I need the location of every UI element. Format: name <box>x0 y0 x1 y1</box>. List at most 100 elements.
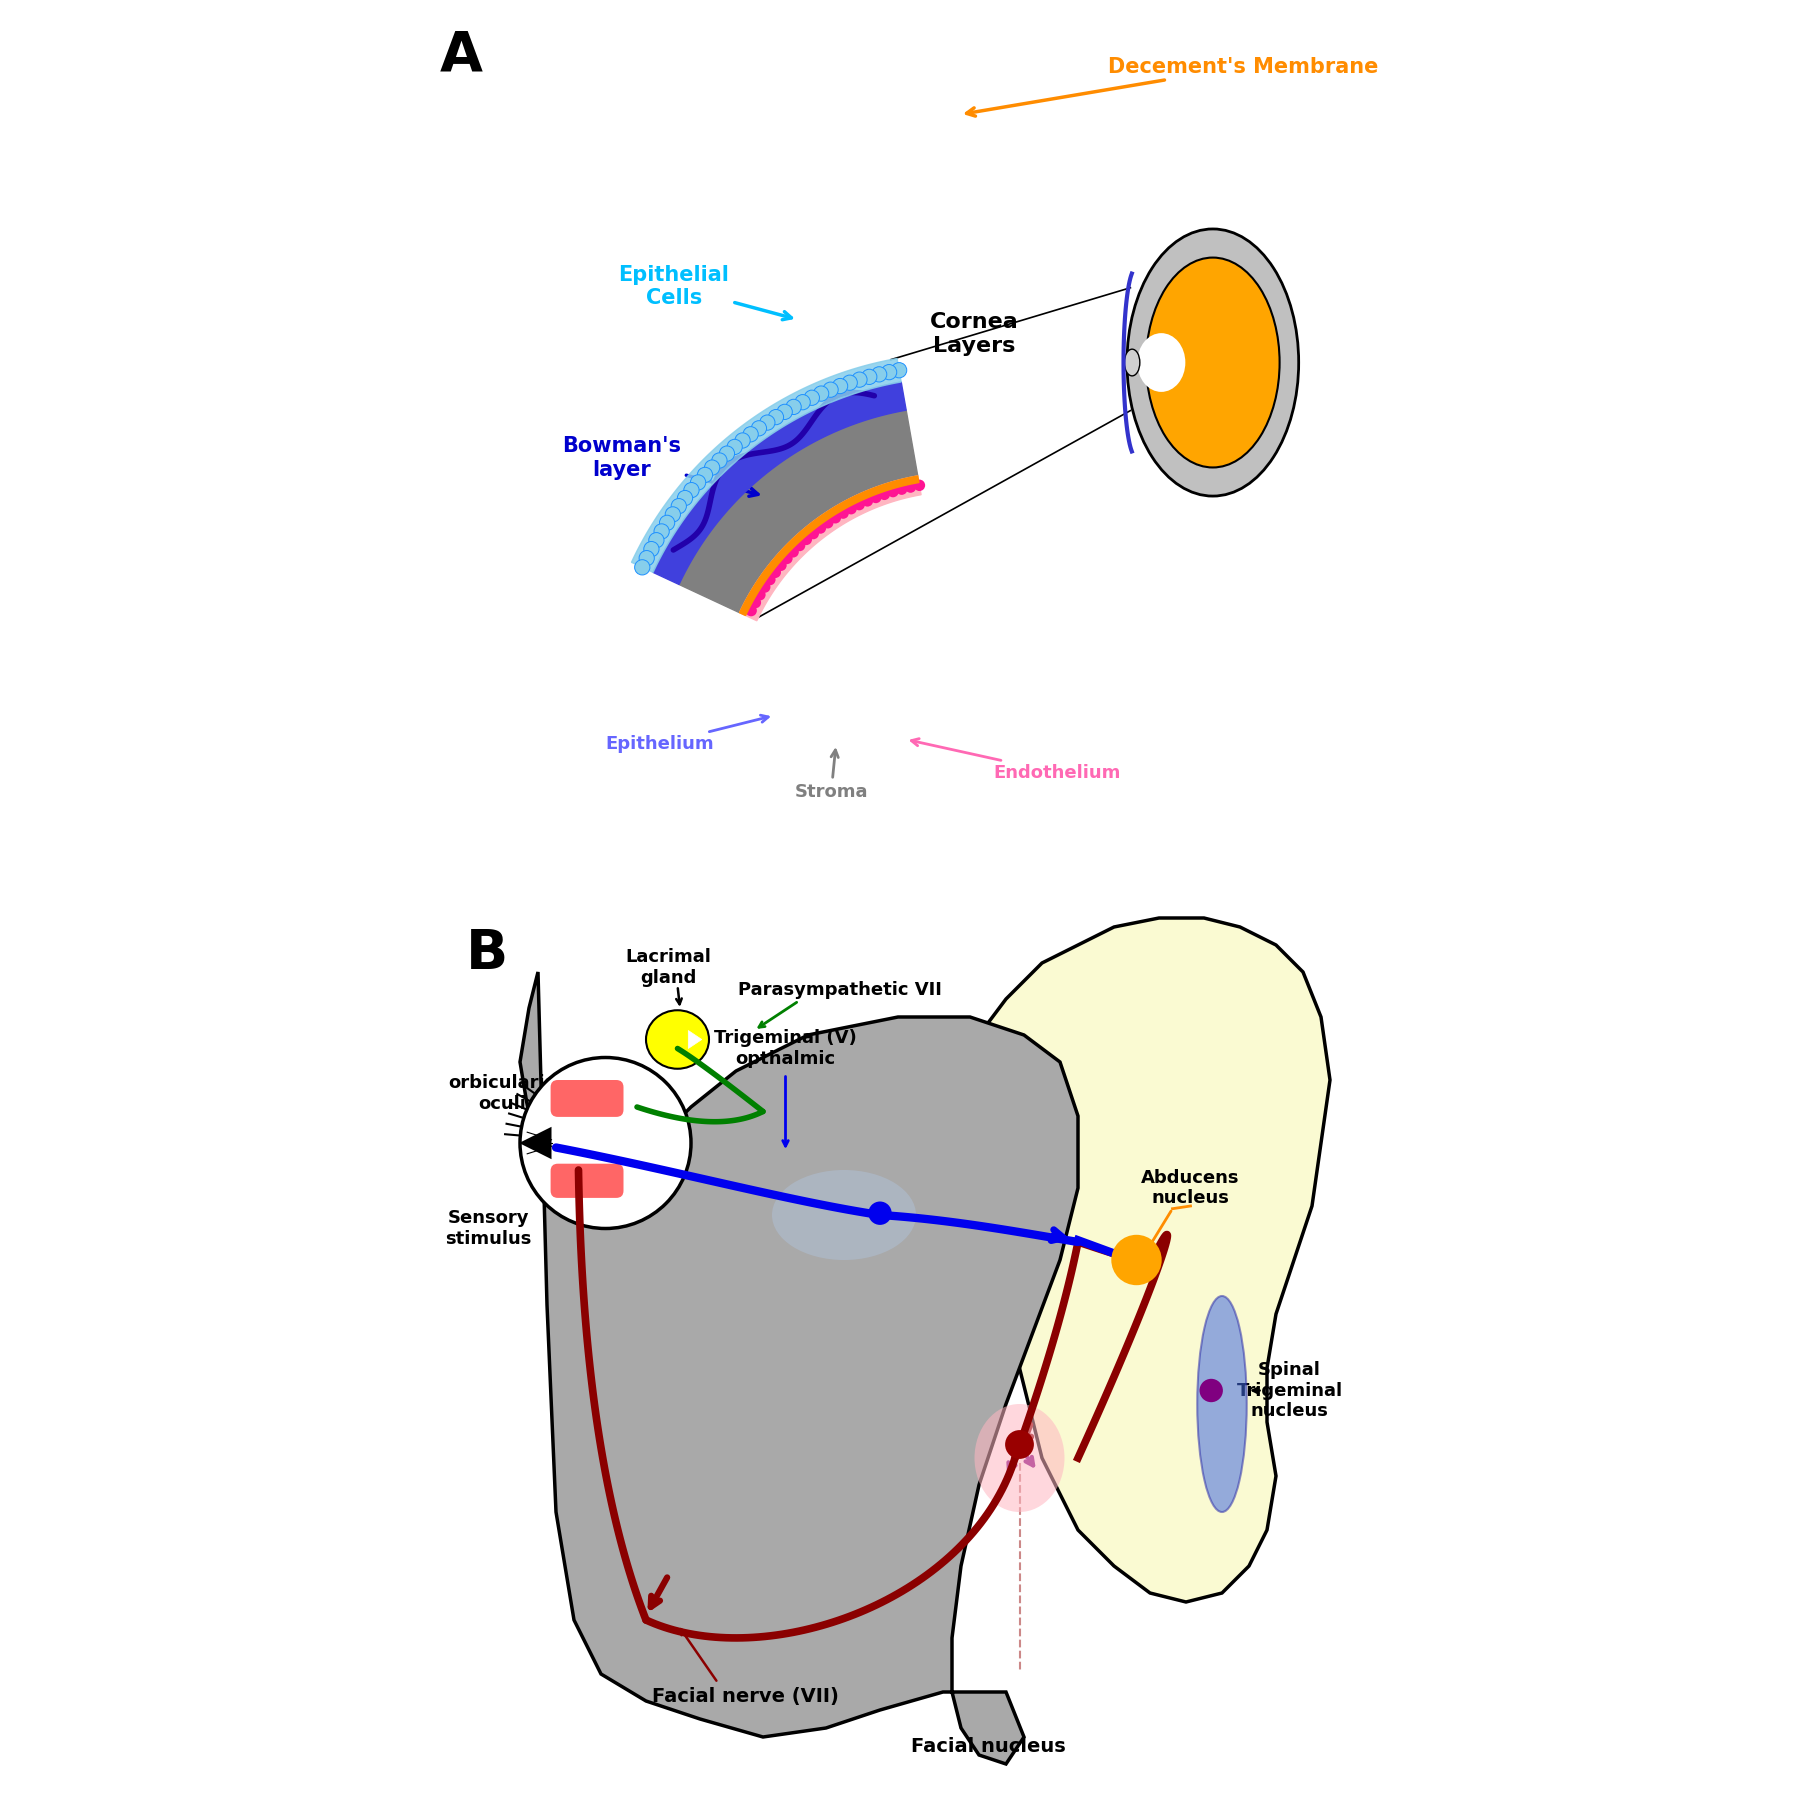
Circle shape <box>659 515 675 531</box>
Text: Endothelium: Endothelium <box>911 738 1121 781</box>
Ellipse shape <box>1146 257 1279 468</box>
Circle shape <box>639 551 654 565</box>
Circle shape <box>778 405 792 419</box>
Circle shape <box>665 508 681 522</box>
FancyBboxPatch shape <box>551 1080 623 1116</box>
Text: Facial nerve (VII): Facial nerve (VII) <box>652 1687 839 1706</box>
Circle shape <box>796 394 810 410</box>
Circle shape <box>749 598 762 608</box>
Circle shape <box>754 589 765 601</box>
Circle shape <box>851 373 867 387</box>
Circle shape <box>815 522 826 535</box>
Circle shape <box>672 499 686 513</box>
Circle shape <box>776 560 787 571</box>
Circle shape <box>751 421 767 436</box>
Circle shape <box>677 490 693 506</box>
Circle shape <box>878 488 891 500</box>
Circle shape <box>643 542 659 556</box>
Ellipse shape <box>1124 349 1140 376</box>
Text: Lacrimal
gland: Lacrimal gland <box>625 949 711 986</box>
Circle shape <box>769 409 783 425</box>
Text: Trigeminal (V)
opthalmic: Trigeminal (V) opthalmic <box>715 1030 857 1067</box>
Circle shape <box>867 1202 891 1224</box>
Circle shape <box>787 400 801 414</box>
Circle shape <box>697 468 713 482</box>
Ellipse shape <box>647 1010 709 1069</box>
Circle shape <box>871 367 887 382</box>
Text: Abducens
nucleus: Abducens nucleus <box>1140 1168 1239 1208</box>
Polygon shape <box>519 1127 551 1159</box>
Text: Parasympathetic VII: Parasympathetic VII <box>738 981 941 999</box>
Text: Cornea
Layers: Cornea Layers <box>930 313 1018 356</box>
Circle shape <box>720 446 735 461</box>
Circle shape <box>744 427 758 443</box>
Polygon shape <box>521 972 1078 1764</box>
Circle shape <box>1200 1379 1223 1402</box>
Circle shape <box>711 454 727 468</box>
Circle shape <box>735 432 751 448</box>
Text: B: B <box>465 927 508 981</box>
Circle shape <box>862 495 873 506</box>
Text: Spinal
Trigeminal
nucleus: Spinal Trigeminal nucleus <box>1236 1361 1343 1420</box>
FancyBboxPatch shape <box>551 1163 623 1199</box>
Circle shape <box>846 502 857 515</box>
Circle shape <box>896 484 907 495</box>
Circle shape <box>862 369 876 385</box>
Text: Stroma: Stroma <box>794 751 867 801</box>
Circle shape <box>684 482 699 499</box>
Text: orbicularis
oculi: orbicularis oculi <box>449 1075 555 1112</box>
Circle shape <box>805 391 819 405</box>
Circle shape <box>837 508 850 518</box>
Circle shape <box>769 567 781 578</box>
Ellipse shape <box>1137 333 1185 392</box>
Circle shape <box>648 533 665 547</box>
Polygon shape <box>979 918 1331 1602</box>
Circle shape <box>891 362 907 378</box>
Text: A: A <box>440 29 483 83</box>
Circle shape <box>760 416 776 430</box>
Circle shape <box>823 517 833 529</box>
Circle shape <box>521 1058 691 1228</box>
Text: Decement's Membrane: Decement's Membrane <box>966 58 1378 115</box>
Circle shape <box>654 524 670 538</box>
Circle shape <box>634 560 650 574</box>
Circle shape <box>833 378 848 394</box>
Polygon shape <box>740 475 921 621</box>
Circle shape <box>787 545 799 558</box>
Polygon shape <box>679 410 918 612</box>
Circle shape <box>882 365 896 380</box>
Ellipse shape <box>1126 229 1299 497</box>
Circle shape <box>814 385 828 401</box>
Text: Epithelial
Cells: Epithelial Cells <box>618 265 792 320</box>
Circle shape <box>1112 1235 1162 1285</box>
Circle shape <box>781 553 792 563</box>
Text: Facial nucleus: Facial nucleus <box>911 1737 1065 1755</box>
Ellipse shape <box>772 1170 916 1260</box>
Text: Sensory
stimulus: Sensory stimulus <box>445 1210 532 1247</box>
Circle shape <box>887 486 898 497</box>
Polygon shape <box>632 358 902 572</box>
Circle shape <box>727 439 742 455</box>
Circle shape <box>801 533 812 545</box>
Circle shape <box>823 382 839 398</box>
Circle shape <box>905 481 916 493</box>
Circle shape <box>704 461 720 475</box>
Text: Bowman's
layer: Bowman's layer <box>562 436 758 497</box>
Text: Epithelium: Epithelium <box>605 715 769 752</box>
Ellipse shape <box>1198 1296 1246 1512</box>
Circle shape <box>914 479 925 491</box>
Circle shape <box>690 475 706 490</box>
Circle shape <box>745 605 756 616</box>
Ellipse shape <box>975 1404 1065 1512</box>
Circle shape <box>853 499 866 511</box>
Circle shape <box>794 540 805 551</box>
Circle shape <box>760 581 770 592</box>
Polygon shape <box>688 1030 702 1048</box>
Circle shape <box>842 374 857 391</box>
Circle shape <box>1006 1429 1034 1458</box>
Polygon shape <box>654 382 907 585</box>
Polygon shape <box>740 475 920 616</box>
Circle shape <box>830 511 841 524</box>
Circle shape <box>763 574 776 585</box>
Circle shape <box>808 527 819 540</box>
